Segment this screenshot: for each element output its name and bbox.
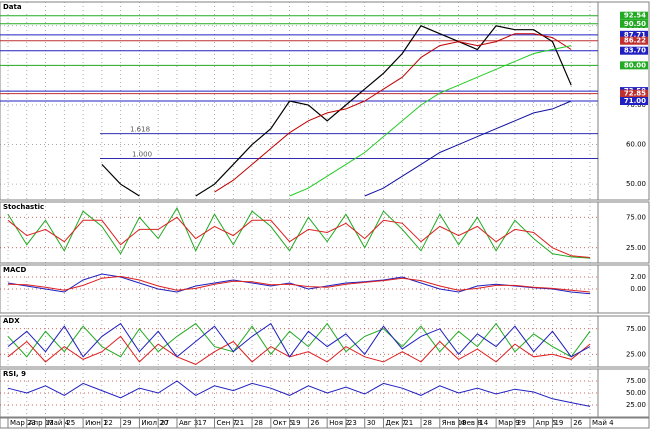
x-tick-label: Дек 7 bbox=[385, 419, 406, 427]
panel-title: Stochastic bbox=[3, 203, 44, 211]
series-line bbox=[7, 275, 591, 293]
fib-label: 1.000 bbox=[132, 150, 152, 158]
panel-title: RSI, 9 bbox=[3, 370, 26, 378]
y-tick-label: 0.00 bbox=[630, 285, 646, 293]
y-tick-label: 50.00 bbox=[626, 389, 646, 397]
level-label-box bbox=[620, 19, 648, 28]
x-tick-label: Апр 5 bbox=[536, 419, 557, 427]
panel-title: Data bbox=[3, 3, 22, 11]
series-line bbox=[289, 45, 572, 197]
x-tick-label: Мар 9 bbox=[498, 419, 519, 427]
y-tick-label: 75.00 bbox=[626, 377, 646, 385]
x-tick-label: Май 4 bbox=[48, 419, 70, 427]
x-tick-label: 27 bbox=[160, 419, 169, 427]
series-line bbox=[7, 207, 591, 259]
x-tick-label: Авг 3 bbox=[179, 419, 198, 427]
x-tick-label: 21 bbox=[404, 419, 413, 427]
level-label-box bbox=[620, 61, 648, 70]
level-label: 80.00 bbox=[624, 61, 646, 69]
x-tick-label: 14 bbox=[479, 419, 488, 427]
panel-title-box bbox=[1, 203, 35, 211]
x-tick-label: 23 bbox=[348, 419, 357, 427]
panel-title-box bbox=[1, 317, 35, 325]
x-tick-label: 22 bbox=[104, 419, 113, 427]
x-tick-label: Июл 20 bbox=[141, 419, 168, 427]
y-tick-label: 75.00 bbox=[626, 325, 646, 333]
level-label-box bbox=[620, 11, 648, 20]
series-line bbox=[7, 322, 591, 358]
x-tick-label: Фев 8 bbox=[461, 419, 482, 427]
x-tick-label: Мар 23 bbox=[10, 419, 36, 427]
x-tick-label: 19 bbox=[554, 419, 563, 427]
x-tick-label: 21 bbox=[235, 419, 244, 427]
panel-title-box bbox=[1, 266, 35, 274]
x-tick-label: 29 bbox=[517, 419, 526, 427]
y-tick-label: 2.00 bbox=[630, 273, 646, 281]
level-label: 71.00 bbox=[624, 97, 646, 105]
x-tick-label: Окт 5 bbox=[273, 419, 294, 427]
level-label-box bbox=[620, 97, 648, 105]
series-line bbox=[7, 216, 591, 258]
y-tick-label: 25.00 bbox=[626, 244, 646, 252]
panel-title: MACD bbox=[3, 266, 27, 274]
level-label: 87.71 bbox=[624, 31, 646, 39]
x-tick-label: 19 bbox=[292, 419, 301, 427]
panel-title: ADX bbox=[3, 317, 20, 325]
x-tick-label: 25 bbox=[66, 419, 75, 427]
x-tick-label: 30 bbox=[367, 419, 376, 427]
series-line bbox=[7, 335, 591, 365]
axis-panel bbox=[597, 264, 650, 314]
series-line bbox=[101, 25, 572, 197]
axis-panel bbox=[597, 201, 650, 264]
series-line bbox=[7, 273, 591, 295]
axis-panel bbox=[597, 368, 650, 418]
y-tick-label: 50.00 bbox=[626, 180, 646, 188]
x-tick-label: 26 bbox=[310, 419, 319, 427]
x-tick-label: Апр 13 bbox=[29, 419, 54, 427]
y-tick-label: 60.00 bbox=[626, 141, 646, 149]
date-axis bbox=[0, 417, 650, 429]
y-tick-label: 25.00 bbox=[626, 350, 646, 358]
x-tick-label: 29 bbox=[123, 419, 132, 427]
panel-title-box bbox=[1, 370, 35, 378]
x-tick-label: 26 bbox=[573, 419, 582, 427]
series-line bbox=[7, 380, 591, 407]
x-tick-label: Май 4 bbox=[592, 419, 614, 427]
level-label-box bbox=[620, 46, 648, 55]
y-tick-label: 75.00 bbox=[626, 213, 646, 221]
x-tick-label: Сен 7 bbox=[217, 419, 237, 427]
x-tick-label: 17 bbox=[198, 419, 207, 427]
x-tick-label: 28 bbox=[254, 419, 263, 427]
series-line bbox=[364, 100, 572, 197]
level-label: 86.22 bbox=[624, 37, 646, 45]
x-tick-label: Июн 1 bbox=[85, 419, 107, 427]
level-label: 72.85 bbox=[624, 90, 646, 98]
level-label-box bbox=[620, 89, 648, 98]
series-line bbox=[214, 33, 572, 193]
axis-panel bbox=[597, 315, 650, 368]
level-label-box bbox=[620, 36, 648, 45]
x-tick-label: Янв 18 bbox=[442, 419, 467, 427]
level-label: 83.70 bbox=[624, 47, 646, 55]
x-tick-label: Ноя 2 bbox=[329, 419, 349, 427]
level-label: 90.50 bbox=[624, 20, 646, 28]
x-tick-label: 28 bbox=[423, 419, 432, 427]
level-label-box bbox=[620, 30, 648, 39]
y-tick-label: 25.00 bbox=[626, 401, 646, 409]
series-line bbox=[7, 322, 591, 358]
level-label: 92.54 bbox=[624, 12, 646, 20]
panel-title-box bbox=[1, 3, 35, 11]
fib-label: 1.618 bbox=[130, 126, 150, 134]
